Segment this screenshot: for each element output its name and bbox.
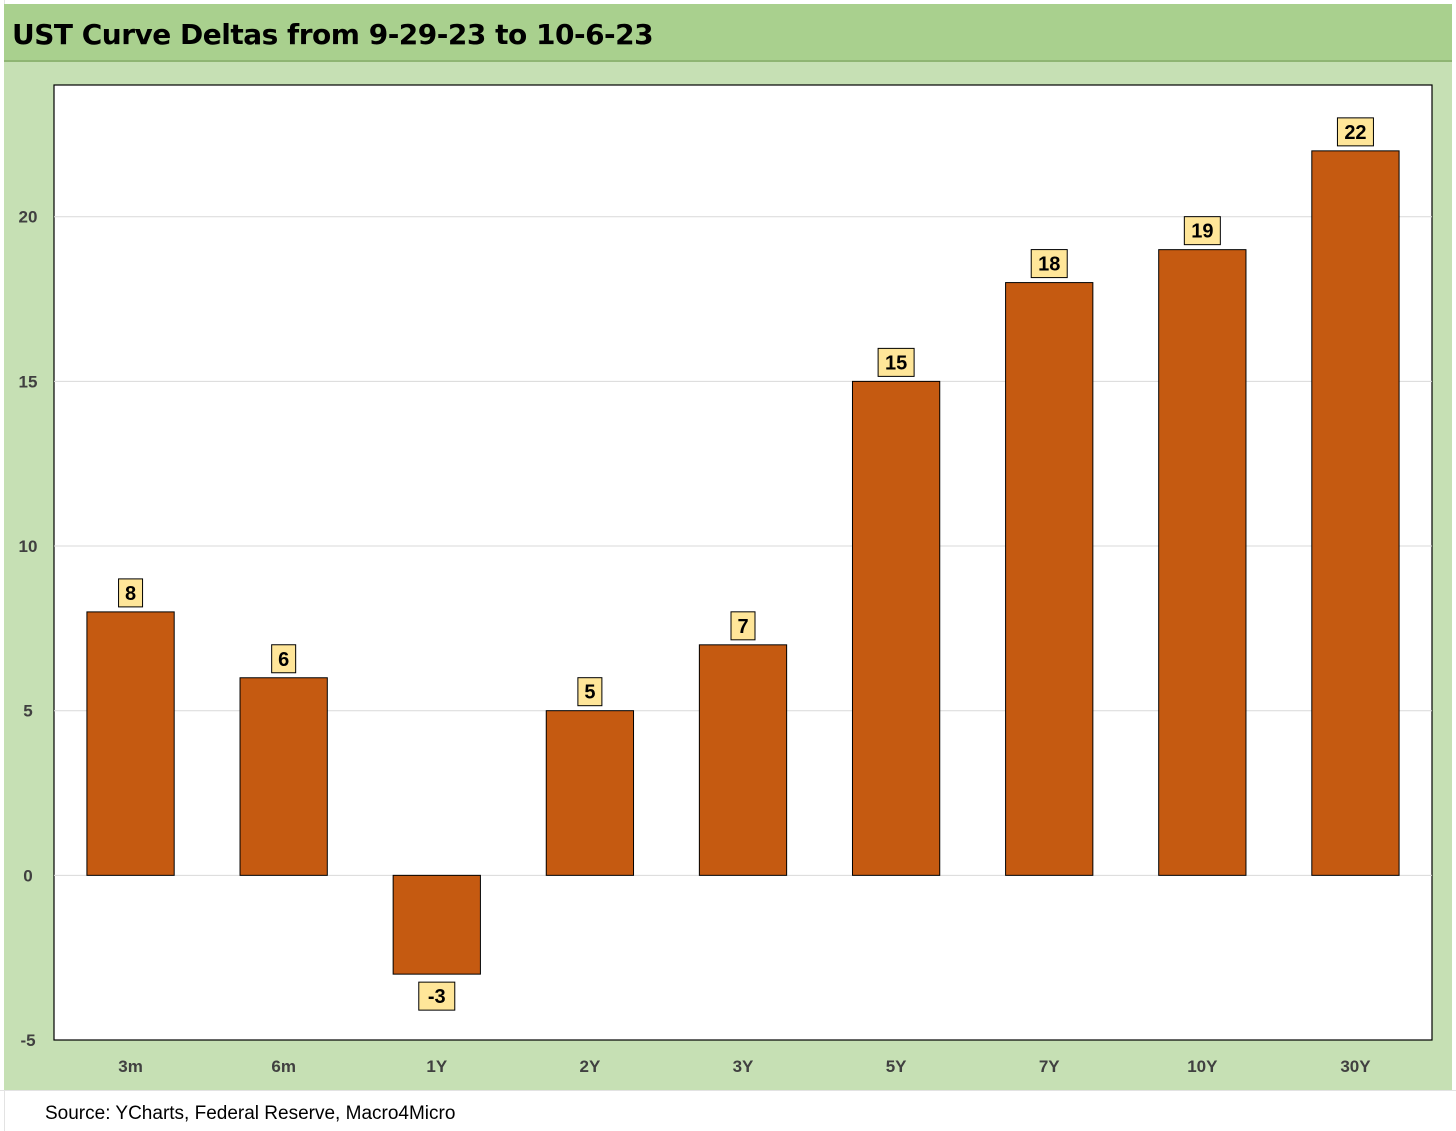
data-label-text: 22 (1344, 122, 1366, 144)
y-tick-label: 0 (23, 866, 32, 885)
data-label-10Y: 19 (1183, 216, 1221, 246)
data-label-text: 18 (1038, 254, 1060, 276)
bar-3m[interactable] (86, 611, 175, 876)
bar-30Y[interactable] (1311, 150, 1400, 876)
data-label-3Y: 7 (730, 611, 756, 641)
x-tick-label: 5Y (886, 1057, 907, 1076)
x-tick-label: 3Y (733, 1057, 754, 1076)
x-tick-label: 6m (271, 1057, 296, 1076)
data-label-box (271, 644, 297, 674)
data-label-box (730, 611, 756, 641)
data-label-box (118, 578, 144, 608)
data-label-30Y: 22 (1336, 117, 1374, 147)
data-label-box (418, 981, 456, 1011)
y-tick-label: 20 (19, 208, 38, 227)
data-label-text: -3 (428, 986, 446, 1008)
bar-5Y[interactable] (851, 380, 941, 876)
data-label-text: 7 (737, 616, 748, 638)
title-bar: UST Curve Deltas from 9-29-23 to 10-6-23 (4, 4, 1452, 62)
x-tick-label: 3m (118, 1057, 143, 1076)
data-label-text: 8 (125, 583, 136, 605)
data-label-box (1336, 117, 1374, 147)
y-tick-label: -5 (20, 1031, 35, 1050)
bar-1Y[interactable] (392, 874, 481, 975)
data-label-text: 5 (584, 682, 595, 704)
bar-6m[interactable] (239, 677, 328, 876)
source-note: Source: YCharts, Federal Reserve, Macro4… (45, 1103, 456, 1124)
bar-2Y[interactable] (545, 710, 635, 876)
y-tick-label: 5 (23, 702, 32, 721)
bar-7Y[interactable] (1005, 282, 1094, 876)
data-label-1Y: -3 (418, 981, 456, 1011)
data-label-box (1183, 216, 1221, 246)
bar-10Y[interactable] (1158, 249, 1247, 876)
data-label-5Y: 15 (877, 347, 915, 377)
y-tick-label: 10 (19, 537, 38, 556)
data-label-text: 6 (278, 649, 289, 671)
x-tick-label: 2Y (579, 1057, 600, 1076)
x-tick-label: 1Y (426, 1057, 447, 1076)
y-tick-label: 15 (19, 372, 38, 391)
data-label-7Y: 18 (1030, 249, 1068, 279)
x-tick-label: 10Y (1187, 1057, 1218, 1076)
data-label-3m: 8 (118, 578, 144, 608)
data-label-box (1030, 249, 1068, 279)
data-label-box (877, 347, 915, 377)
data-label-box (577, 677, 603, 707)
x-tick-label: 30Y (1340, 1057, 1371, 1076)
data-label-2Y: 5 (577, 677, 603, 707)
bar-3Y[interactable] (698, 644, 788, 876)
x-tick-label: 7Y (1039, 1057, 1060, 1076)
chart-title: UST Curve Deltas from 9-29-23 to 10-6-23 (12, 18, 654, 51)
data-label-6m: 6 (271, 644, 297, 674)
data-label-text: 15 (885, 352, 907, 374)
data-label-text: 19 (1191, 221, 1213, 243)
